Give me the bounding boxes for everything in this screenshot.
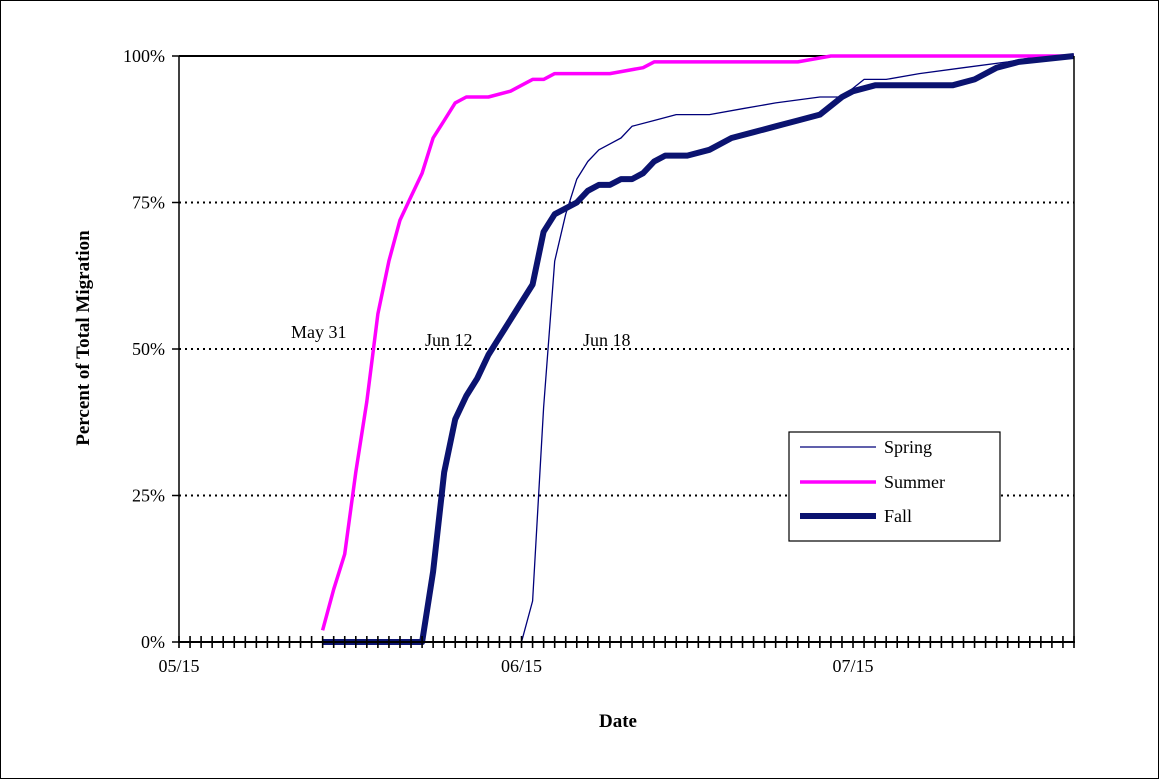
legend-label-summer: Summer [884,472,945,492]
y-tick-label: 75% [132,193,165,213]
annotations: May 31 Jun 12 Jun 18 [291,322,631,350]
x-tick-label: 05/15 [158,656,199,676]
legend: Spring Summer Fall [788,431,1001,542]
annotation-label: May 31 [291,322,347,342]
legend-box [788,431,1001,542]
y-tick-label: 25% [132,486,165,506]
annotation-label: Jun 18 [583,330,631,350]
tick-labels: 0% 25% 50% 75% 100% 05/15 06/15 07/15 [123,46,874,676]
y-axis-title: Percent of Total Migration [73,230,94,446]
series-line-fall [322,53,1075,645]
y-tick-label: 100% [123,46,165,66]
axes [172,55,1075,648]
x-tick-label: 07/15 [833,656,874,676]
series-lines [320,53,1075,645]
series-line-spring [322,55,1074,643]
series-line-summer [320,54,1074,631]
legend-label-spring: Spring [884,437,932,457]
x-axis-title: Date [599,711,637,732]
legend-label-fall: Fall [884,506,912,526]
gridlines [179,55,1074,497]
y-tick-label: 0% [141,632,165,652]
x-tick-label: 06/15 [501,656,542,676]
annotation-label: Jun 12 [425,330,473,350]
y-tick-label: 50% [132,339,165,359]
